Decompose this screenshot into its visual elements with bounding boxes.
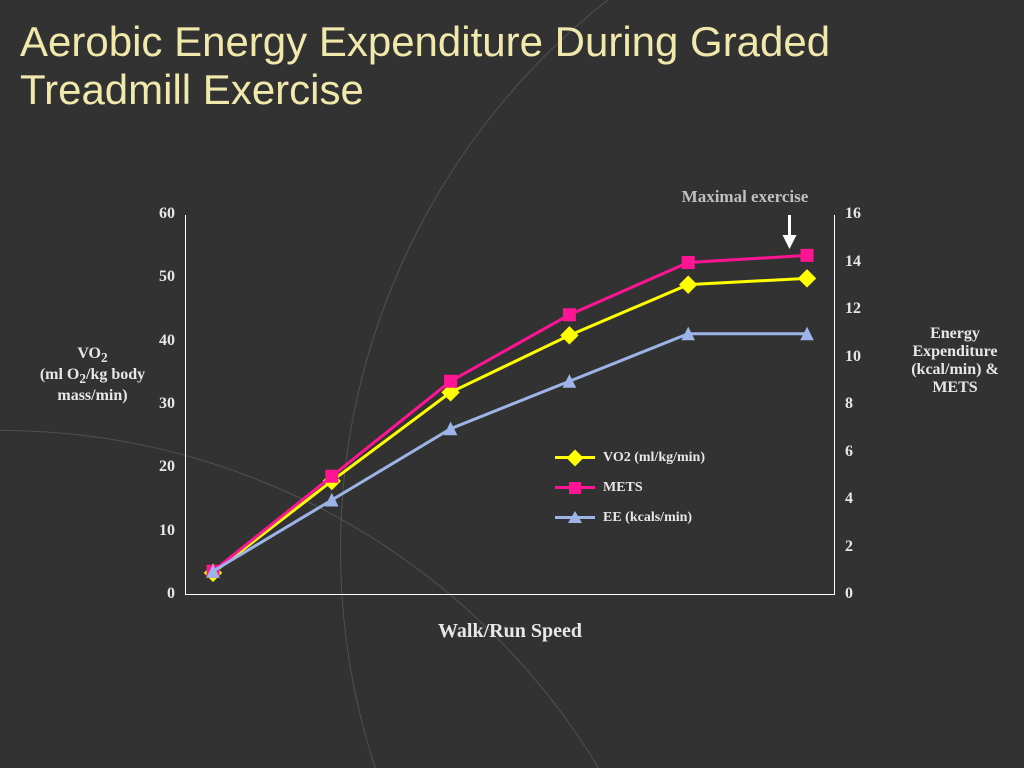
slide-title: Aerobic Energy Expenditure During Graded… [20, 18, 1004, 115]
legend-item: VO2 (ml/kg/min) [555, 450, 705, 466]
y-right-tick: 2 [845, 538, 885, 556]
y-left-tick: 20 [135, 458, 175, 476]
y-right-tick: 10 [845, 348, 885, 366]
y-left-tick: 40 [135, 332, 175, 350]
y-right-tick: 8 [845, 395, 885, 413]
y-left-tick: 50 [135, 268, 175, 286]
legend-label: VO2 (ml/kg/min) [603, 450, 705, 466]
x-axis-title: Walk/Run Speed [185, 620, 835, 643]
y-right-tick: 12 [845, 300, 885, 318]
y-left-tick: 60 [135, 205, 175, 223]
y-right-axis-title: Energy Expenditure (kcal/min) & METS [900, 325, 1010, 397]
y-right-tick: 6 [845, 443, 885, 461]
legend: VO2 (ml/kg/min) METS EE (kcals/min) [555, 450, 705, 540]
legend-item: METS [555, 480, 705, 496]
y-left-tick: 30 [135, 395, 175, 413]
legend-label: METS [603, 480, 643, 496]
slide: Aerobic Energy Expenditure During Graded… [0, 0, 1024, 768]
y-left-tick: 0 [135, 585, 175, 603]
annotation-max-exercise: Maximal exercise [645, 187, 845, 207]
y-right-tick: 14 [845, 253, 885, 271]
plot-area: Maximal exercise VO2 (ml/kg/min)METSEE (… [185, 215, 835, 595]
y-right-tick: 16 [845, 205, 885, 223]
chart: VO2 (ml O2/kg body mass/min) Energy Expe… [30, 215, 1010, 675]
legend-item: EE (kcals/min) [555, 510, 705, 526]
y-left-tick: 10 [135, 522, 175, 540]
y-right-tick: 0 [845, 585, 885, 603]
legend-label: EE (kcals/min) [603, 510, 692, 526]
y-right-tick: 4 [845, 490, 885, 508]
